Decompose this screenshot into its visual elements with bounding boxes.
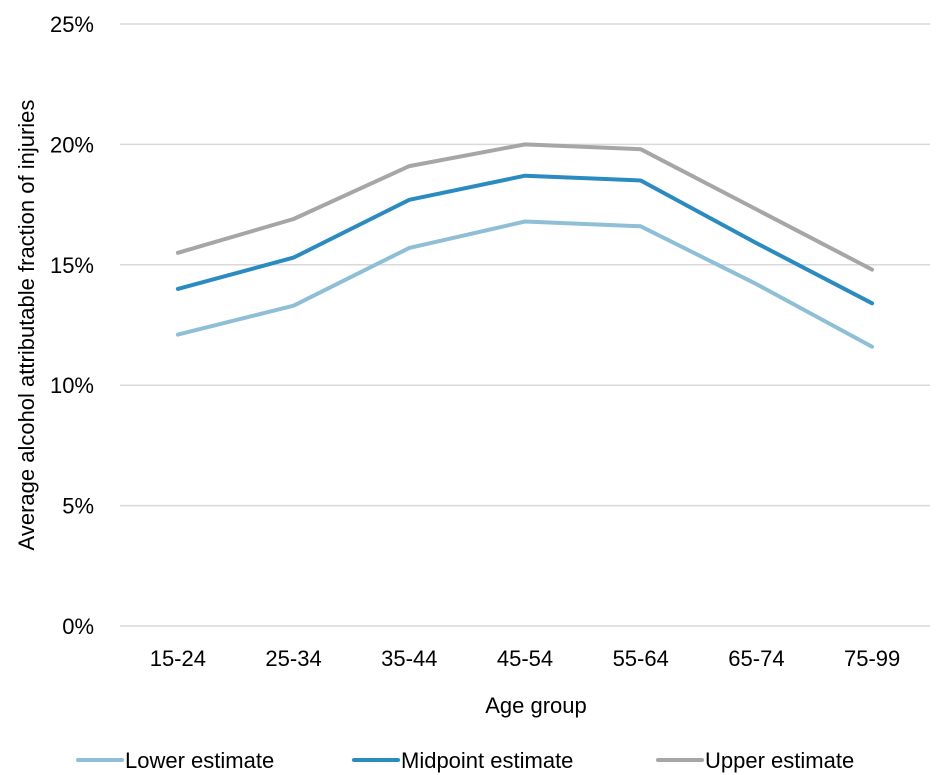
- x-axis-tick-labels: 15-24 25-34 35-44 45-54 55-64 65-74 75-99: [150, 646, 901, 671]
- y-tick-label: 25%: [50, 12, 94, 37]
- x-tick-label: 65-74: [728, 646, 784, 671]
- x-tick-label: 15-24: [150, 646, 206, 671]
- legend-label: Midpoint estimate: [401, 748, 573, 773]
- y-tick-label: 5%: [62, 494, 94, 519]
- y-tick-label: 10%: [50, 373, 94, 398]
- series-line-1: [175, 173, 875, 306]
- series-line-0: [175, 219, 875, 349]
- x-tick-label: 35-44: [381, 646, 437, 671]
- y-axis-tick-labels: 0% 5% 10% 15% 20% 25%: [50, 12, 94, 639]
- y-tick-label: 0%: [62, 614, 94, 639]
- y-tick-label: 15%: [50, 253, 94, 278]
- x-tick-label: 55-64: [613, 646, 669, 671]
- legend-label: Upper estimate: [705, 748, 854, 773]
- y-tick-label: 20%: [50, 132, 94, 157]
- y-axis-title: Average alcohol attributable fraction of…: [14, 100, 39, 551]
- legend: Lower estimate Midpoint estimate Upper est…: [76, 748, 854, 773]
- legend-label: Lower estimate: [125, 748, 274, 773]
- x-tick-label: 45-54: [497, 646, 553, 671]
- series-line-2: [175, 142, 875, 272]
- x-tick-label: 25-34: [265, 646, 321, 671]
- x-tick-label: 75-99: [844, 646, 900, 671]
- gridlines: [120, 23, 930, 627]
- x-axis-title: Age group: [485, 693, 587, 718]
- series-lines: [175, 142, 875, 349]
